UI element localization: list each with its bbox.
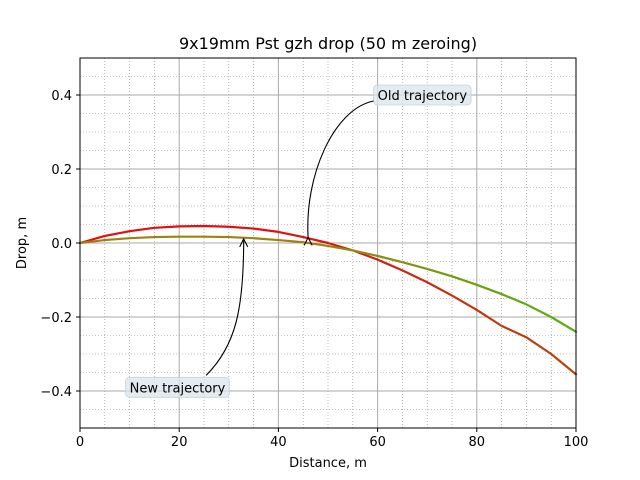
- annotation-arrow-2: [205, 239, 245, 376]
- annotation-box-1: [373, 84, 472, 106]
- ticks: 0 20 40 60 80 100 −0.4 −0.2 0.0 0.2 0.4: [40, 89, 588, 450]
- annotation-label-2: New trajectory: [130, 381, 226, 396]
- y-tick-label: 0.2: [51, 163, 72, 178]
- annotation-arrowhead-1: [303, 236, 313, 246]
- x-tick-label: 20: [171, 435, 188, 450]
- annotation-arrow-1: [307, 100, 374, 239]
- annotations: Old trajectory New trajectory: [125, 84, 472, 398]
- chart-title: 9x19mm Pst gzh drop (50 m zeroing): [179, 34, 477, 53]
- annotation-box-2: [125, 376, 230, 398]
- series-line-1: [78, 224, 578, 376]
- y-tick-label: −0.4: [40, 385, 72, 400]
- series-line-2: [78, 235, 578, 333]
- x-axis-label: Distance, m: [289, 456, 367, 471]
- y-tick-label: −0.2: [40, 311, 72, 326]
- y-axis-label: Drop, m: [15, 217, 30, 269]
- y-tick-label: 0.0: [51, 237, 72, 252]
- annotation-arrowhead-2: [239, 237, 249, 248]
- series-layer: [78, 224, 578, 376]
- y-tick-label: 0.4: [51, 89, 72, 104]
- x-tick-label: 0: [76, 435, 84, 450]
- x-tick-label: 60: [369, 435, 386, 450]
- annotation-label-1: Old trajectory: [378, 89, 468, 104]
- x-tick-label: 40: [270, 435, 287, 450]
- x-tick-label: 100: [564, 435, 589, 450]
- x-tick-label: 80: [469, 435, 486, 450]
